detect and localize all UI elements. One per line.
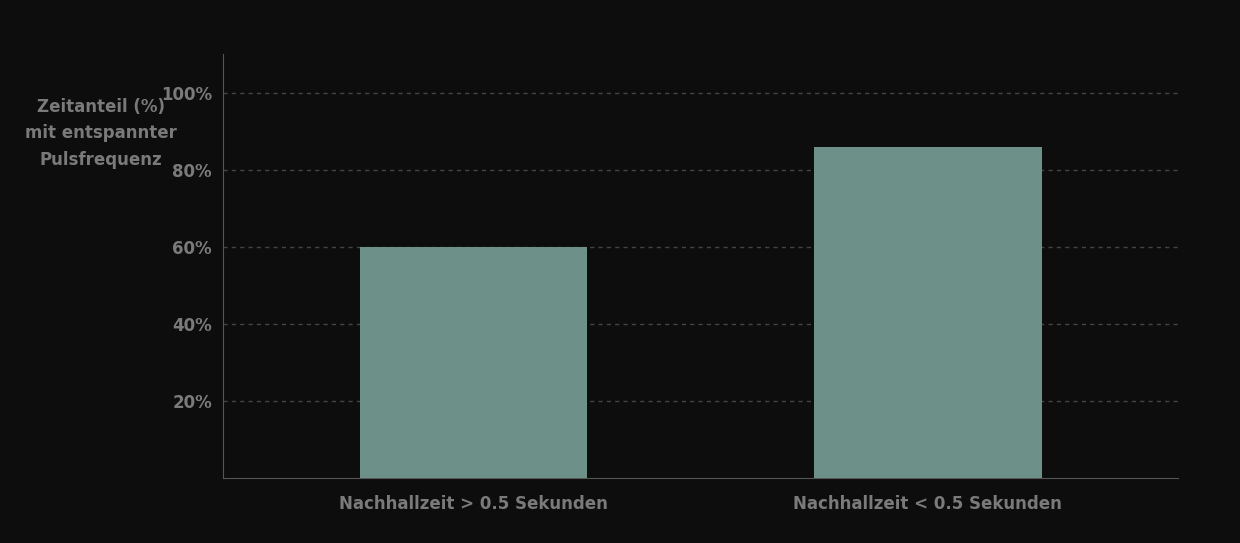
Text: Zeitanteil (%)
mit entspannter
Pulsfrequenz: Zeitanteil (%) mit entspannter Pulsfrequ… [25, 98, 176, 168]
Bar [360, 247, 587, 478]
Bar [815, 147, 1042, 478]
